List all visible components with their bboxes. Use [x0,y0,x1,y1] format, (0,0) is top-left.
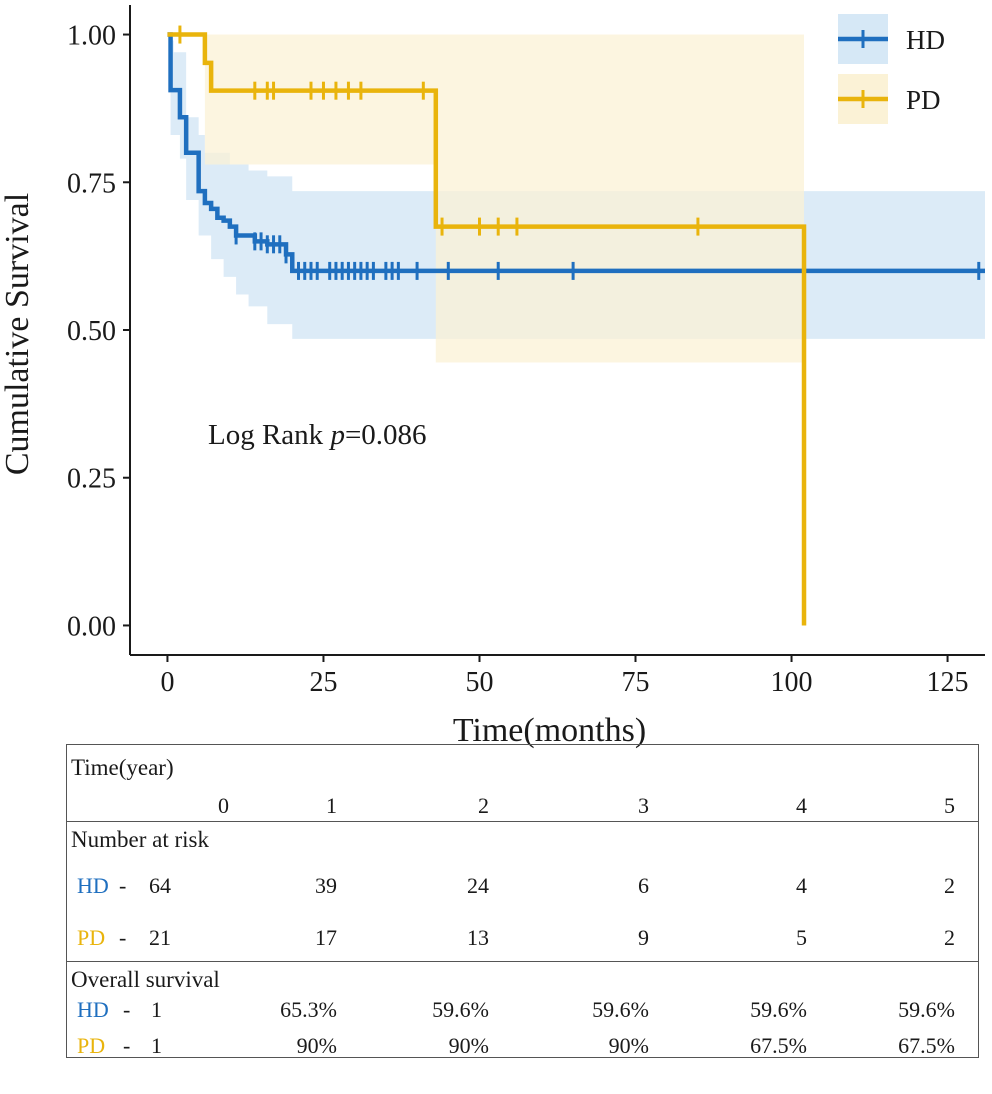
y-tick-label: 0.75 [67,168,116,199]
x-tick-label: 75 [622,667,650,698]
survival-rows: HD -1 65.3% 59.6% 59.6% 59.6% 59.6% PD -1 90% 90% 9… [67,995,978,1059]
annotation-suffix: =0.086 [345,419,427,451]
risk-value-pd: 13 [467,925,489,950]
survival-value-pd: 1 [151,1033,162,1058]
x-tick-label: 125 [927,667,969,698]
year-label: 4 [796,793,807,818]
y-tick-label: 0.25 [67,464,116,495]
risk-value-hd: 4 [796,873,807,898]
legend-label-hd: HD [906,25,945,55]
risk-value-hd: 64 [149,873,171,898]
legend: HD PD [838,14,945,124]
risk-value-hd: 39 [315,873,337,898]
annotation-prefix: Log Rank [208,419,330,451]
ci-band-pd [204,34,805,363]
risk-value-pd: 21 [149,925,171,950]
row-dash: - [123,1033,131,1058]
survival-curve-pd [167,32,807,626]
x-tick-label: 50 [465,667,493,698]
group-label-hd: HD [77,873,109,898]
year-label: 1 [326,793,337,818]
risk-value-pd: 2 [944,925,955,950]
year-label: 0 [218,793,229,818]
x-tick-label: 0 [160,667,174,698]
x-tick-label: 100 [771,667,813,698]
survival-value-hd: 59.6% [898,997,955,1022]
table-divider [67,821,978,822]
survival-value-pd: 90% [608,1033,649,1058]
y-tick-label: 1.00 [67,21,116,52]
year-label: 3 [638,793,649,818]
risk-value-hd: 24 [467,873,489,898]
y-axis-title: Cumulative Survival [0,193,36,475]
year-label: 2 [478,793,489,818]
table-divider [67,961,978,962]
risk-value-pd: 17 [315,925,337,950]
log-rank-annotation: Log Rank p=0.086 [208,419,427,451]
survival-value-hd: 59.6% [592,997,649,1022]
risk-value-hd: 2 [944,873,955,898]
km-chart: 0.00 0.25 0.50 0.75 1.00 0 25 50 75 100 125 Time(mo… [0,5,985,749]
row-dash: - [119,873,127,898]
group-label-pd: PD [77,925,106,950]
confidence-bands [167,34,985,363]
survival-value-pd: 67.5% [750,1033,807,1058]
x-tick-label: 25 [309,667,337,698]
row-dash: - [123,997,131,1022]
time-header: Time(year) [71,755,174,780]
censor-marks [178,25,981,280]
risk-value-pd: 9 [638,925,649,950]
survival-header: Overall survival [71,967,220,992]
y-tick-label: 0.00 [67,611,116,642]
axes: 0.00 0.25 0.50 0.75 1.00 0 25 50 75 100 125 Time(mo… [0,5,985,749]
group-label-hd: HD [77,997,109,1022]
survival-value-pd: 90% [296,1033,337,1058]
year-label: 5 [944,793,955,818]
row-dash: - [119,925,127,950]
annotation-italic-p: p [328,419,345,451]
risk-header: Number at risk [71,827,209,852]
years-row: 0 1 2 3 4 5 [67,791,978,821]
legend-label-pd: PD [906,85,941,115]
survival-value-hd: 1 [151,997,162,1022]
y-tick-label: 0.50 [67,316,116,347]
survival-value-hd: 59.6% [432,997,489,1022]
survival-value-hd: 59.6% [750,997,807,1022]
risk-rows: HD -64 39 24 6 4 2 PD -21 17 13 9 5 2 [67,865,978,961]
risk-value-hd: 6 [638,873,649,898]
risk-value-pd: 5 [796,925,807,950]
x-axis-title: Time(months) [453,712,646,749]
survival-value-pd: 90% [448,1033,489,1058]
survival-value-hd: 65.3% [280,997,337,1022]
survival-value-pd: 67.5% [898,1033,955,1058]
group-label-pd: PD [77,1033,106,1058]
